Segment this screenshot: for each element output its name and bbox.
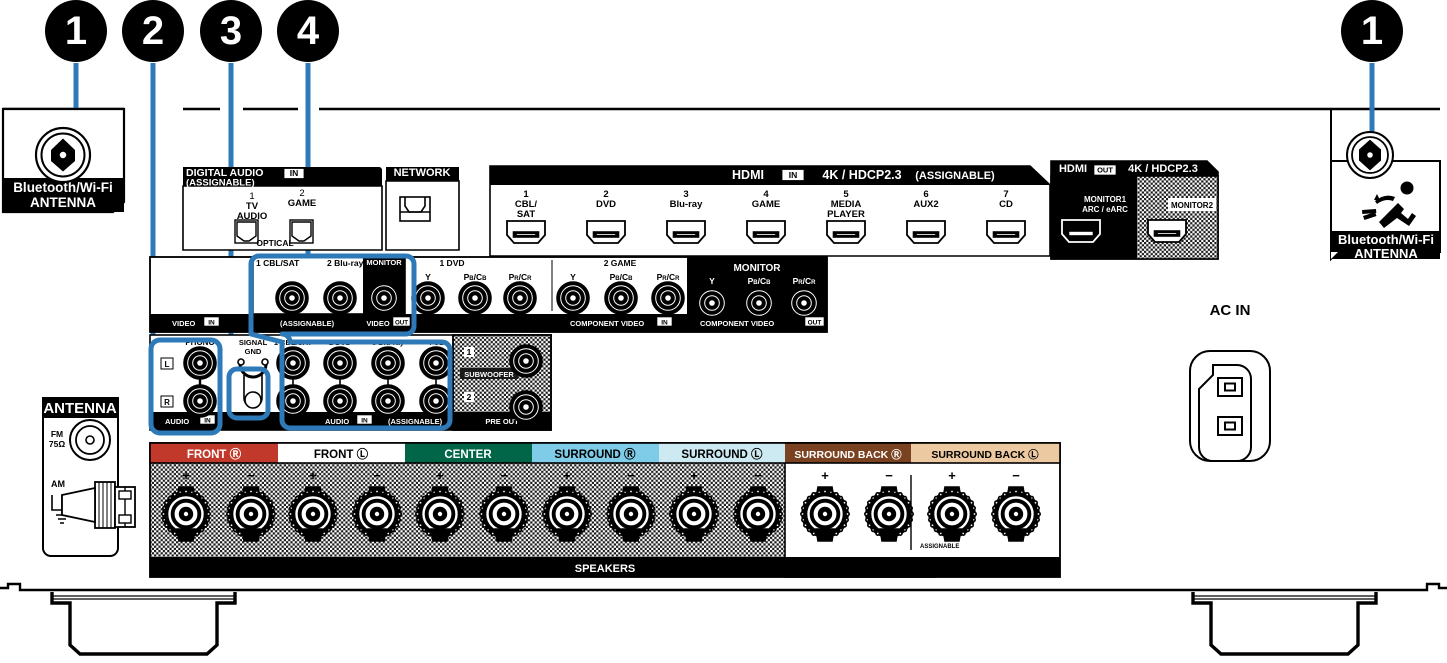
svg-text:SPEAKERS: SPEAKERS xyxy=(575,563,636,575)
svg-text:AUDIO: AUDIO xyxy=(325,417,349,426)
svg-text:SURROUND BACK Ⓡ: SURROUND BACK Ⓡ xyxy=(794,448,902,461)
svg-text:AUX2: AUX2 xyxy=(913,199,938,210)
svg-text:IN: IN xyxy=(208,320,215,327)
svg-text:GAME: GAME xyxy=(288,198,317,209)
svg-text:1: 1 xyxy=(467,347,472,357)
svg-text:CD: CD xyxy=(999,199,1013,210)
svg-text:OPTICAL: OPTICAL xyxy=(256,238,293,248)
svg-text:Y: Y xyxy=(709,276,715,286)
svg-text:VIDEO: VIDEO xyxy=(172,319,196,328)
svg-text:MONITOR: MONITOR xyxy=(366,258,402,267)
svg-text:+: + xyxy=(563,468,571,483)
svg-text:1: 1 xyxy=(1361,9,1383,53)
svg-text:Y: Y xyxy=(570,272,576,282)
svg-text:ASSIGNABLE: ASSIGNABLE xyxy=(920,544,959,550)
svg-text:−: − xyxy=(627,468,635,483)
svg-text:CENTER: CENTER xyxy=(444,449,492,461)
svg-text:HDMI: HDMI xyxy=(1059,163,1087,175)
svg-text:4: 4 xyxy=(297,9,320,53)
svg-text:1: 1 xyxy=(65,9,87,53)
svg-text:AC IN: AC IN xyxy=(1210,302,1251,319)
svg-text:ANTENNA: ANTENNA xyxy=(30,195,96,210)
svg-text:DVD: DVD xyxy=(596,199,616,210)
svg-text:HDMI: HDMI xyxy=(732,168,764,182)
svg-text:SURROUND Ⓛ: SURROUND Ⓛ xyxy=(681,447,763,461)
svg-text:IN: IN xyxy=(789,170,798,180)
svg-text:L: L xyxy=(165,360,170,369)
svg-text:4K / HDCP2.3: 4K / HDCP2.3 xyxy=(1128,163,1198,175)
svg-text:−: − xyxy=(247,468,255,483)
svg-text:+: + xyxy=(948,468,956,483)
svg-text:COMPONENT VIDEO: COMPONENT VIDEO xyxy=(570,319,644,328)
svg-text:IN: IN xyxy=(661,320,668,327)
svg-text:Blu-ray: Blu-ray xyxy=(670,199,703,210)
svg-text:MONITOR: MONITOR xyxy=(733,263,781,274)
svg-text:−: − xyxy=(373,468,381,483)
svg-text:(ASSIGNABLE): (ASSIGNABLE) xyxy=(186,178,255,189)
svg-text:IN: IN xyxy=(204,418,211,425)
svg-text:ANTENNA: ANTENNA xyxy=(43,400,116,417)
svg-text:2 GAME: 2 GAME xyxy=(604,258,637,268)
svg-text:NETWORK: NETWORK xyxy=(394,167,451,179)
svg-text:R: R xyxy=(164,398,170,407)
svg-text:Bluetooth/Wi-Fi: Bluetooth/Wi-Fi xyxy=(1338,232,1434,247)
svg-text:VIDEO: VIDEO xyxy=(366,319,390,328)
svg-text:IN: IN xyxy=(290,168,299,178)
svg-text:FM: FM xyxy=(51,429,63,439)
svg-text:−: − xyxy=(885,468,893,483)
svg-text:AM: AM xyxy=(51,479,65,489)
svg-text:75Ω: 75Ω xyxy=(49,439,65,449)
svg-text:ANTENNA: ANTENNA xyxy=(1354,246,1418,261)
svg-text:2: 2 xyxy=(467,392,472,402)
svg-text:FRONT Ⓡ: FRONT Ⓡ xyxy=(187,447,242,461)
svg-text:IN: IN xyxy=(361,418,368,425)
svg-text:SAT: SAT xyxy=(517,209,535,220)
svg-text:GAME: GAME xyxy=(752,199,781,210)
svg-text:MONITOR2: MONITOR2 xyxy=(1171,201,1214,210)
svg-text:+: + xyxy=(436,468,444,483)
svg-text:2: 2 xyxy=(142,9,164,53)
svg-text:OUT: OUT xyxy=(1097,166,1113,175)
svg-text:OUT: OUT xyxy=(808,320,822,327)
svg-text:Y: Y xyxy=(425,272,431,282)
svg-text:2 Blu-ray: 2 Blu-ray xyxy=(327,258,364,268)
svg-text:+: + xyxy=(309,468,317,483)
svg-text:+: + xyxy=(690,468,698,483)
svg-text:PLAYER: PLAYER xyxy=(827,209,865,220)
svg-text:COMPONENT VIDEO: COMPONENT VIDEO xyxy=(700,319,774,328)
svg-text:SUBWOOFER: SUBWOOFER xyxy=(464,370,514,379)
svg-text:+: + xyxy=(821,468,829,483)
svg-text:FRONT Ⓛ: FRONT Ⓛ xyxy=(314,447,369,461)
svg-text:GND: GND xyxy=(245,347,262,356)
svg-text:(ASSIGNABLE): (ASSIGNABLE) xyxy=(280,319,335,328)
svg-text:OUT: OUT xyxy=(395,320,408,327)
svg-text:1 DVD: 1 DVD xyxy=(439,258,464,268)
svg-text:(ASSIGNABLE): (ASSIGNABLE) xyxy=(915,170,995,182)
svg-text:+: + xyxy=(182,468,190,483)
svg-text:ARC / eARC: ARC / eARC xyxy=(1082,205,1128,214)
svg-text:−: − xyxy=(500,468,508,483)
svg-text:4K / HDCP2.3: 4K / HDCP2.3 xyxy=(822,168,901,182)
svg-text:−: − xyxy=(1012,468,1020,483)
svg-text:MONITOR1: MONITOR1 xyxy=(1084,195,1127,204)
svg-text:SURROUND Ⓡ: SURROUND Ⓡ xyxy=(554,447,636,461)
svg-text:SURROUND BACK Ⓛ: SURROUND BACK Ⓛ xyxy=(931,448,1039,461)
svg-text:(ASSIGNABLE): (ASSIGNABLE) xyxy=(388,417,443,426)
svg-text:1 CBL/SAT: 1 CBL/SAT xyxy=(256,258,300,268)
svg-text:−: − xyxy=(754,468,762,483)
svg-text:3: 3 xyxy=(220,9,242,53)
svg-text:AUDIO: AUDIO xyxy=(165,417,189,426)
